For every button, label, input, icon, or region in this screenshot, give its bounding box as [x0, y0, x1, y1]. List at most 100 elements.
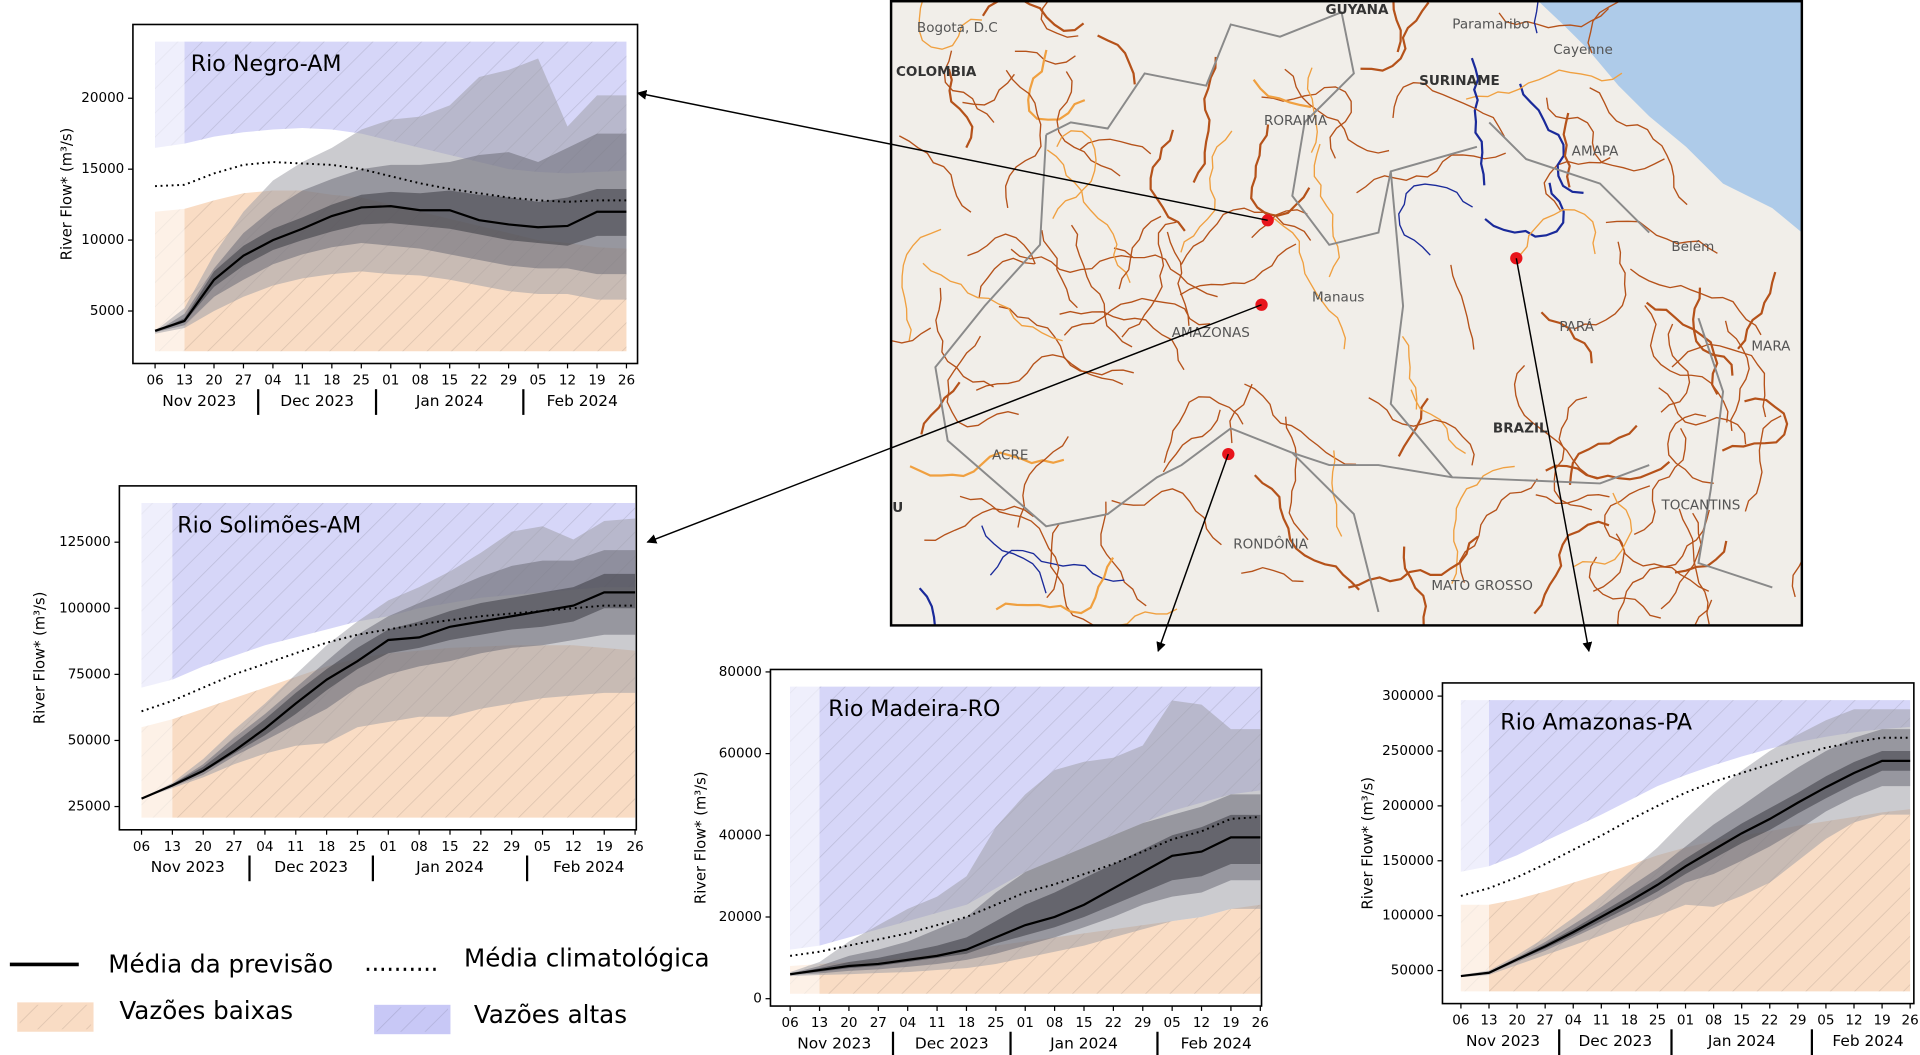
- forecast-line: [154, 204, 627, 332]
- river: [1605, 220, 1718, 254]
- map-label: ACRE: [992, 447, 1028, 463]
- river: [1484, 182, 1565, 238]
- river: [1162, 409, 1221, 473]
- river: [1553, 396, 1593, 511]
- x-tick-label: 05: [1164, 1015, 1181, 1031]
- river: [1179, 243, 1297, 296]
- x-tick-label: 01: [380, 839, 397, 855]
- river: [946, 335, 1019, 428]
- river: [1284, 416, 1309, 541]
- x-tick-label: 13: [811, 1015, 828, 1031]
- x-group-label: Feb 2024: [553, 858, 624, 876]
- x-tick-label: 20: [195, 839, 212, 855]
- y-tick-label: 10000: [81, 232, 124, 248]
- map-label: PARÁ: [1559, 318, 1594, 335]
- y-tick-label: 150000: [1382, 853, 1434, 869]
- x-tick-label: 22: [1761, 1013, 1778, 1029]
- map: Bogota, D.C COLOMBIA GUYANA Paramaribo Cayen…: [889, 0, 1804, 627]
- river: [1671, 343, 1767, 418]
- map-label: RORAIMA: [1264, 113, 1328, 129]
- river: [1306, 67, 1318, 153]
- arrow: [646, 304, 1262, 544]
- station: [1222, 447, 1235, 461]
- river: [1458, 478, 1538, 583]
- river: [1261, 86, 1352, 159]
- river: [1253, 474, 1360, 591]
- river: [1667, 413, 1714, 484]
- plot-frame: [132, 23, 639, 365]
- river: [1498, 7, 1610, 29]
- river: [1791, 559, 1802, 598]
- river: [935, 287, 994, 388]
- river: [1356, 152, 1506, 194]
- river: [1284, 68, 1390, 154]
- plot-frame: [769, 668, 1263, 1007]
- x-tick-label: 08: [411, 839, 428, 855]
- legend-label: Média climatológica: [464, 944, 710, 973]
- x-tick-label: 19: [588, 373, 605, 389]
- river: [1644, 305, 1729, 423]
- river: [1545, 97, 1665, 172]
- river: [1721, 397, 1789, 452]
- river: [1397, 397, 1429, 457]
- y-tick-label: 200000: [1382, 798, 1434, 814]
- x-tick-label: 19: [1873, 1013, 1890, 1029]
- map-label: AMAZONAS: [1172, 325, 1250, 341]
- river: [898, 135, 972, 213]
- river: [1017, 436, 1069, 528]
- arrow: [1156, 453, 1230, 653]
- river: [995, 557, 1115, 615]
- plot-area: [789, 669, 1261, 1007]
- x-tick-label: 11: [294, 373, 311, 389]
- x-group-label: Dec 2023: [915, 1035, 989, 1053]
- x-tick-label: 27: [870, 1015, 887, 1031]
- legend: Média da previsão Média climatológica Vazõ…: [9, 944, 710, 1035]
- river: [1252, 79, 1312, 109]
- first-week-shade: [790, 669, 820, 1007]
- river: [1392, 82, 1505, 137]
- river: [922, 262, 1063, 342]
- river: [1402, 546, 1427, 626]
- x-tick-label: 01: [1677, 1013, 1694, 1029]
- y-tick-label: 50000: [1391, 963, 1434, 979]
- x-tick-label: 25: [987, 1015, 1004, 1031]
- river: [1562, 112, 1571, 188]
- plot-frame: [118, 485, 638, 831]
- river: [1010, 248, 1133, 274]
- river: [1180, 130, 1233, 253]
- x-tick-label: 29: [500, 373, 517, 389]
- river: [1392, 1, 1402, 53]
- river: [1535, 494, 1610, 504]
- river: [975, 354, 1124, 391]
- x-tick-label: 26: [1252, 1015, 1269, 1031]
- x-tick-label: 04: [899, 1015, 916, 1031]
- river: [1533, 1, 1539, 34]
- x-tick-label: 08: [1046, 1015, 1063, 1031]
- river: [901, 228, 942, 341]
- y-tick-label: 100000: [1382, 908, 1434, 924]
- legend-label: Vazões baixas: [119, 996, 293, 1025]
- y-tick-label: 100000: [59, 600, 111, 616]
- arrow: [636, 89, 1268, 222]
- x-tick-label: 18: [323, 373, 340, 389]
- x-tick-label: 12: [559, 373, 576, 389]
- map-label: Belém: [1671, 239, 1714, 255]
- y-axis-label: River Flow* (m³/s): [1360, 777, 1377, 909]
- x-group-label: Nov 2023: [1466, 1032, 1540, 1050]
- x-tick-label: 06: [782, 1015, 799, 1031]
- map-label: Paramaribo: [1452, 17, 1529, 33]
- river: [1645, 301, 1719, 395]
- y-tick-label: 20000: [719, 909, 762, 925]
- chart: Rio Solimões-AM 25000 50000 75000 100000 1250…: [32, 485, 644, 882]
- map-label: MATO GROSSO: [1431, 578, 1533, 594]
- y-tick-label: 20000: [81, 90, 124, 106]
- legend-label: Vazões altas: [474, 1000, 627, 1029]
- x-tick-label: 20: [840, 1015, 857, 1031]
- river: [1111, 488, 1222, 546]
- river: [1118, 215, 1162, 290]
- map-label: Manaus: [1312, 289, 1364, 305]
- map-label: TOCANTINS: [1661, 497, 1741, 513]
- x-tick-label: 05: [534, 839, 551, 855]
- river: [1465, 69, 1623, 100]
